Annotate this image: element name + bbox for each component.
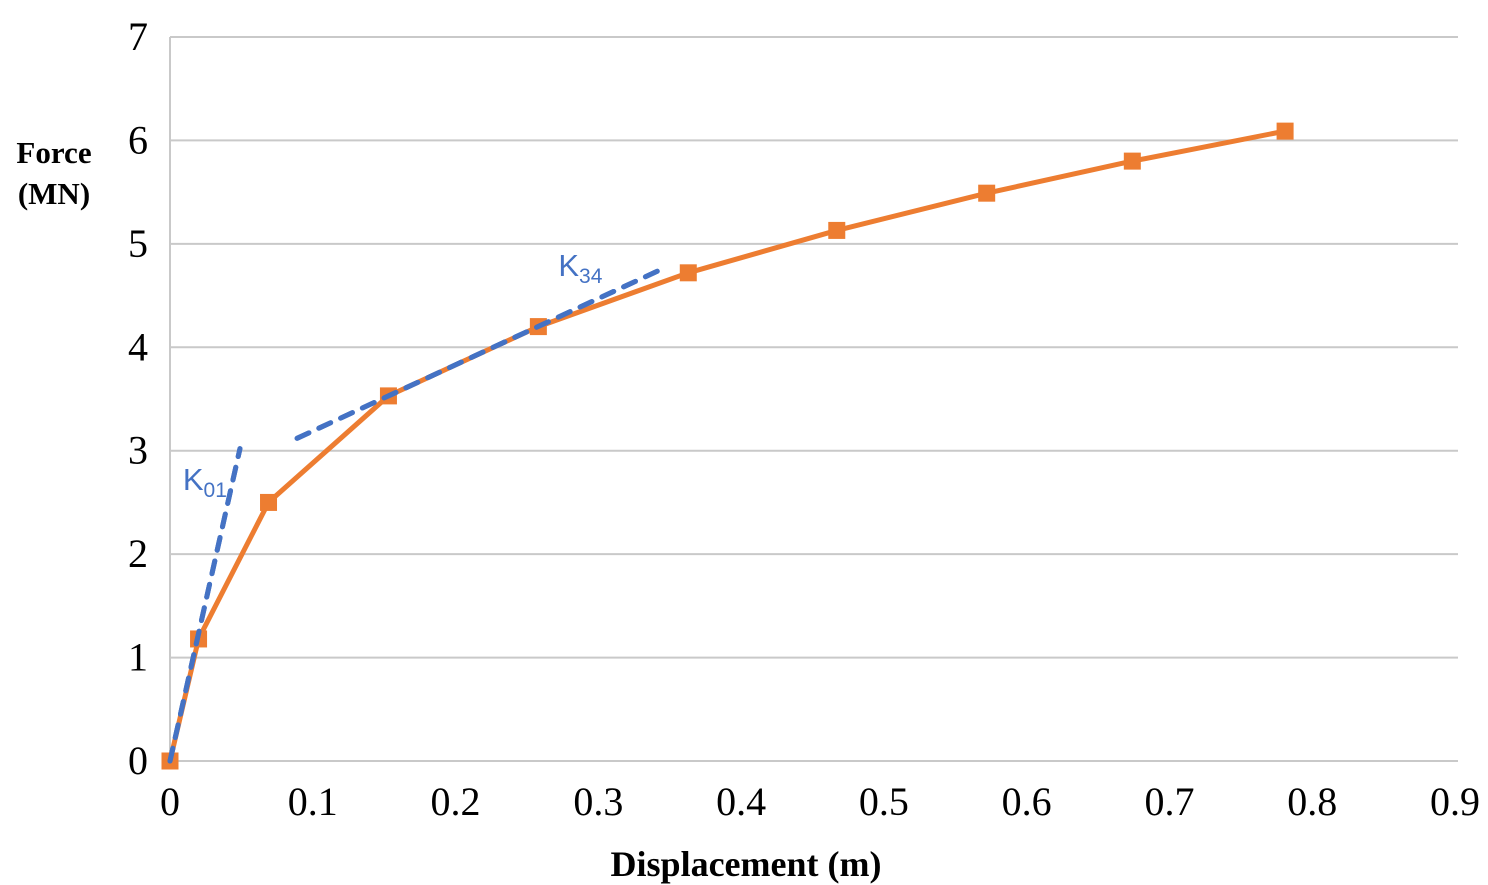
y-axis-title-line1: Force	[16, 135, 92, 170]
K34-secant-stiffness-line-line-top	[294, 268, 661, 441]
data-point-marker-2	[260, 493, 278, 511]
x-tick-label-0.7: 0.7	[1144, 779, 1194, 824]
y-tick-label-2: 2	[128, 531, 148, 576]
data-point-marker-6	[828, 221, 846, 239]
k34-label-subscript: 34	[579, 265, 603, 289]
x-tick-label-0: 0	[160, 779, 180, 824]
y-tick-label-4: 4	[128, 324, 148, 369]
y-tick-label-3: 3	[128, 428, 148, 473]
x-tick-label-0.1: 0.1	[288, 779, 338, 824]
data-point-marker-9	[1276, 122, 1294, 140]
x-tick-label-0.9: 0.9	[1430, 779, 1480, 824]
y-axis-title: Force (MN)	[4, 132, 104, 214]
data-point-marker-5	[679, 264, 697, 282]
y-tick-label-5: 5	[128, 221, 148, 266]
K01-secant-stiffness-line-line-top	[167, 446, 243, 764]
x-tick-label-0.6: 0.6	[1002, 779, 1052, 824]
data-point-marker-8	[1123, 152, 1141, 170]
y-tick-label-1: 1	[128, 635, 148, 680]
k34-stiffness-label: K34	[558, 250, 602, 287]
k34-label-main: K	[558, 248, 580, 284]
k01-label-main: K	[182, 462, 204, 498]
y-axis-title-line2: (MN)	[17, 176, 91, 211]
x-tick-label-0.5: 0.5	[859, 779, 909, 824]
x-tick-label-0.3: 0.3	[573, 779, 623, 824]
y-tick-label-7: 7	[128, 14, 148, 59]
force-displacement-curve-line	[167, 128, 1286, 762]
x-tick-label-0.4: 0.4	[716, 779, 766, 824]
y-tick-label-6: 6	[128, 117, 148, 162]
x-tick-label-0.2: 0.2	[431, 779, 481, 824]
y-tick-label-0: 0	[128, 738, 148, 783]
k01-stiffness-label: K01	[183, 464, 227, 501]
data-point-marker-7	[978, 184, 996, 202]
k01-label-subscript: 01	[203, 479, 227, 503]
x-tick-label-0.8: 0.8	[1287, 779, 1337, 824]
x-axis-title: Displacement (m)	[610, 844, 882, 884]
